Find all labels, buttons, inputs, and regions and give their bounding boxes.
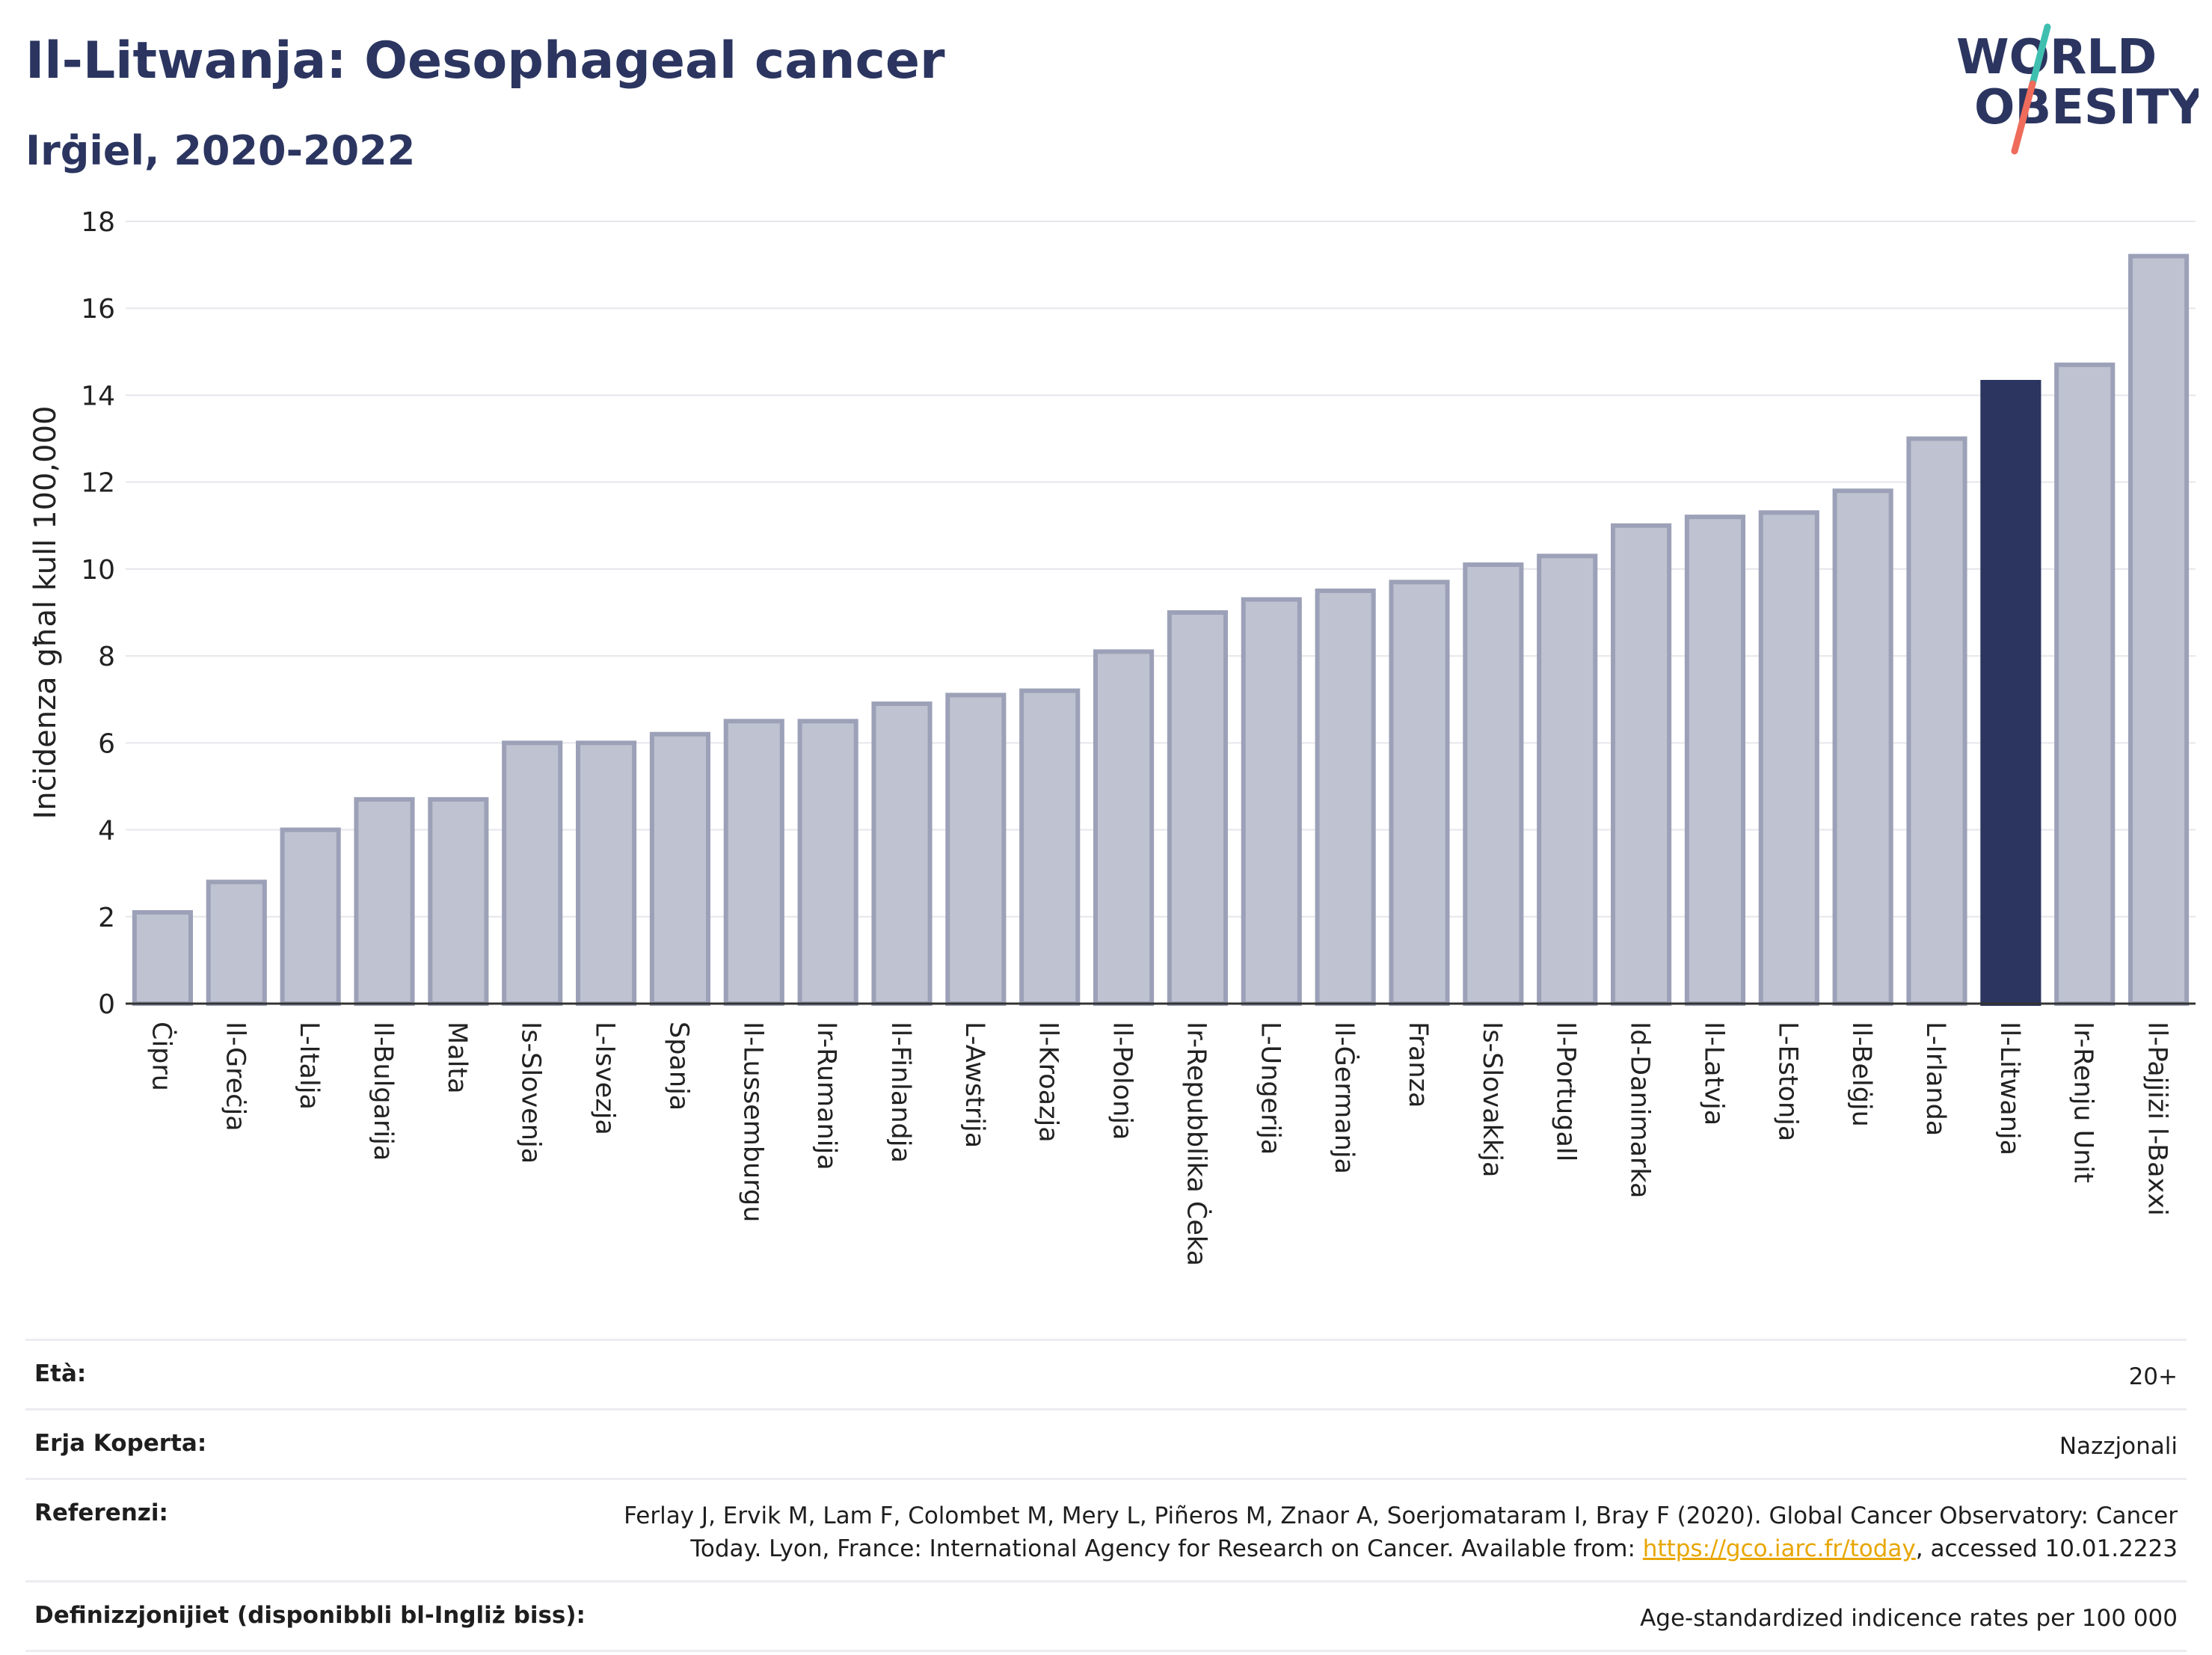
x-tick-label: Ir-Repubblika Ċeka: [1181, 1022, 1212, 1266]
x-tick-label: Il-Latvja: [1698, 1022, 1728, 1126]
bar-27: [2128, 254, 2190, 1006]
bar-6: [576, 740, 637, 1006]
chart-title: Il-Litwanja: Oesophageal cancer: [25, 31, 945, 90]
x-tick-label: L-Isvezja: [590, 1022, 620, 1135]
bar-4: [428, 796, 489, 1007]
y-axis-label: Inċidenza għal kull 100,000: [28, 406, 63, 820]
references-value: Ferlay J, Ervik M, Lam F, Colombet M, Me…: [624, 1499, 2178, 1565]
age-label: Età:: [34, 1360, 87, 1387]
world-obesity-logo: WORLD OBESITY: [1956, 23, 2199, 155]
bar-18: [1463, 562, 1524, 1006]
y-tick-label: 4: [98, 816, 115, 847]
x-tick-label: Il-Lussemburgu: [737, 1022, 767, 1222]
bar-19: [1537, 553, 1598, 1006]
bar-22: [1758, 510, 1819, 1006]
y-tick-label: 0: [98, 989, 115, 1020]
bar-5: [502, 740, 563, 1006]
info-row-age: Età: 20+: [25, 1339, 2187, 1408]
bar-7: [649, 731, 710, 1006]
definitions-value: Age-standardized indicence rates per 100…: [1640, 1605, 2178, 1632]
bar-20: [1611, 523, 1672, 1006]
y-tick-label: 6: [98, 728, 115, 759]
x-tick-label: Il-Portugall: [1551, 1022, 1581, 1161]
bar-2: [280, 827, 341, 1006]
y-tick-label: 18: [81, 207, 115, 238]
x-tick-label: L-Irlanda: [1920, 1022, 1950, 1136]
y-tick-label: 16: [81, 294, 115, 325]
bar-23: [1832, 488, 1893, 1006]
x-axis-ticks: Ċipru Il-Greċja L-Italja Il-Bulgarija Malta I…: [146, 1022, 2172, 1266]
reference-line-2: Today. Lyon, France: International Agenc…: [690, 1535, 1643, 1562]
info-row-references: Referenzi: Ferlay J, Ervik M, Lam F, Col…: [25, 1478, 2187, 1580]
x-tick-label: Ir-Renju Unit: [2068, 1022, 2098, 1183]
x-tick-label: Is-Slovenja: [516, 1022, 546, 1164]
x-tick-label: Il-Greċja: [220, 1022, 250, 1132]
bar-13: [1093, 649, 1155, 1006]
x-tick-label: L-Estonja: [1772, 1022, 1802, 1141]
bar-1: [206, 879, 267, 1007]
x-tick-label: Il-Litwanja: [1994, 1022, 2024, 1155]
x-tick-label: Il-Finlandja: [885, 1022, 915, 1163]
reference-accessed: , accessed 10.01.2223: [1915, 1535, 2178, 1562]
bar-25: [1980, 380, 2042, 1006]
x-tick-label: Id-Danimarka: [1625, 1022, 1655, 1199]
y-tick-label: 2: [98, 903, 115, 933]
x-tick-label: Il-Pajjiżi l-Baxxi: [2142, 1022, 2172, 1216]
bar-24: [1906, 436, 1967, 1006]
y-tick-label: 8: [98, 642, 115, 672]
bar-10: [871, 701, 933, 1006]
x-tick-label: Il-Bulgarija: [368, 1022, 398, 1161]
x-tick-label: Il-Polonja: [1107, 1022, 1137, 1140]
info-table: Età: 20+ Erja Koperta: Nazzjonali Refere…: [25, 1339, 2187, 1652]
chart-subtitle: Irġiel, 2020-2022: [25, 127, 416, 174]
x-tick-label: Franza: [1403, 1022, 1433, 1108]
bar-21: [1684, 515, 1745, 1006]
bar-15: [1241, 597, 1302, 1006]
y-tick-label: 12: [81, 468, 115, 499]
x-tick-label: L-Awstrija: [959, 1022, 989, 1148]
bar-3: [354, 796, 415, 1007]
bar-14: [1167, 610, 1228, 1006]
bar-9: [797, 719, 858, 1006]
age-value: 20+: [2128, 1363, 2178, 1390]
bars: [132, 254, 2190, 1007]
bar-26: [2054, 362, 2116, 1006]
bar-0: [132, 909, 193, 1007]
x-tick-label: L-Italja: [294, 1022, 324, 1110]
bar-chart: 0 2 4 6 8 10 12 14 16 18 Ċipru Il-Greċja L-Italja Il…: [28, 207, 2196, 1266]
y-axis-ticks: 0 2 4 6 8 10 12 14 16 18: [81, 207, 115, 1020]
x-tick-label: Ċipru: [146, 1022, 177, 1091]
reference-link[interactable]: https://gco.iarc.fr/today: [1642, 1535, 1916, 1562]
x-tick-label: Ir-Rumanija: [811, 1022, 841, 1170]
logo-text-obesity: OBESITY: [1974, 80, 2199, 135]
bar-12: [1019, 688, 1081, 1006]
bar-11: [945, 693, 1007, 1007]
info-row-definitions: Definizzjonijiet (disponibbli bl-Ingliż …: [25, 1580, 2187, 1652]
definitions-label: Definizzjonijiet (disponibbli bl-Ingliż …: [34, 1602, 586, 1629]
references-label: Referenzi:: [34, 1499, 168, 1526]
bar-8: [723, 719, 784, 1006]
x-tick-label: Il-Kroazja: [1033, 1022, 1063, 1143]
x-tick-label: Is-Slovakkja: [1477, 1022, 1507, 1177]
area-label: Erja Koperta:: [34, 1430, 207, 1457]
area-value: Nazzjonali: [2059, 1433, 2178, 1460]
bar-17: [1389, 580, 1450, 1006]
x-tick-label: Il-Ġermanja: [1329, 1022, 1360, 1174]
x-tick-label: Malta: [442, 1022, 472, 1094]
y-tick-label: 14: [81, 381, 115, 411]
reference-line-1: Ferlay J, Ervik M, Lam F, Colombet M, Me…: [624, 1502, 2178, 1529]
logo-slash-coral: [2011, 80, 2036, 155]
info-row-area: Erja Koperta: Nazzjonali: [25, 1408, 2187, 1478]
y-tick-label: 10: [81, 555, 115, 586]
x-tick-label: Il-Belġju: [1846, 1022, 1876, 1127]
x-tick-label: L-Ungerija: [1255, 1022, 1285, 1155]
logo-slash-teal: [2029, 23, 2051, 87]
logo-text-world: WORLD: [1956, 30, 2157, 85]
x-tick-label: Spanja: [663, 1022, 693, 1111]
bar-16: [1315, 588, 1376, 1006]
